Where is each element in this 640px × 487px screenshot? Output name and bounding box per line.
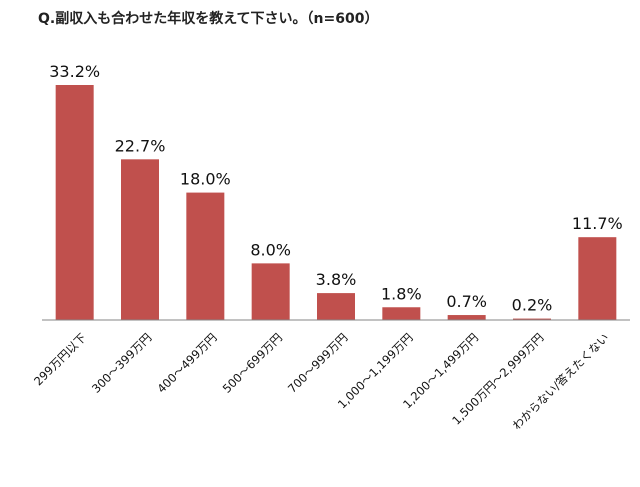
bar [578,237,617,320]
bar [382,307,421,320]
value-labels-group: 33.2% 22.7% 18.0% 8.0% 3.8% 1.8% 0.7% 0.2% 11.7% [49,62,622,315]
category-label: 500～699万円 [220,330,285,395]
category-label: 299万円以下 [31,330,89,388]
value-label: 0.7% [446,292,487,311]
bars-group [55,85,617,320]
bar [251,263,290,320]
chart-title: Q.副収入も合わせた年収を教えて下さい。（n=600） [38,11,379,27]
category-labels-group: 299万円以下 300～399万円 400～499万円 500～699万円 700～99… [31,330,612,432]
bar [317,293,355,320]
value-label: 22.7% [115,136,166,155]
value-label: 8.0% [250,240,291,259]
bar [121,159,159,320]
value-label: 1.8% [381,284,422,303]
bar [55,85,94,320]
bar [186,192,225,320]
category-label: 400～499万円 [154,330,219,395]
value-label: 3.8% [316,270,357,289]
bar [513,318,551,320]
value-label: 0.2% [512,296,553,315]
value-label: 33.2% [49,62,100,81]
value-label: 18.0% [180,170,231,189]
bar [447,315,486,320]
category-label: 300～399万円 [89,330,154,395]
category-label: 700～999万円 [285,330,350,395]
value-label: 11.7% [572,214,623,233]
